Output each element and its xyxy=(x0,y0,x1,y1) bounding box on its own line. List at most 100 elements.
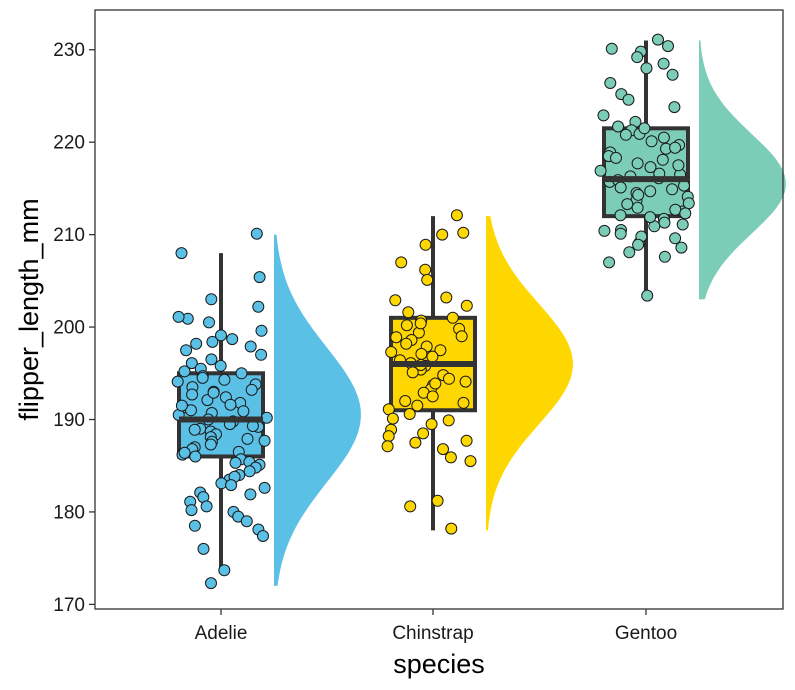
y-tick-label: 180 xyxy=(53,502,85,523)
data-point xyxy=(621,198,634,211)
data-point xyxy=(457,226,470,239)
data-point xyxy=(175,399,188,412)
density-chinstrap xyxy=(486,216,573,531)
data-point xyxy=(205,353,218,366)
data-point xyxy=(225,479,238,492)
data-point xyxy=(622,93,635,106)
data-point xyxy=(631,157,644,170)
data-point xyxy=(255,324,268,337)
data-point xyxy=(205,577,217,590)
data-point xyxy=(252,300,265,313)
data-point xyxy=(426,350,439,363)
data-point xyxy=(426,390,439,403)
data-point xyxy=(235,367,248,380)
density-adelie xyxy=(274,234,361,586)
data-point xyxy=(444,451,457,464)
data-point xyxy=(229,456,242,469)
data-point xyxy=(455,330,468,343)
data-point xyxy=(679,207,692,220)
data-point xyxy=(668,101,681,114)
data-point xyxy=(215,477,228,490)
data-point xyxy=(404,500,417,513)
y-tick-label: 220 xyxy=(53,133,85,154)
data-point xyxy=(400,319,413,332)
data-point xyxy=(605,42,618,55)
data-point xyxy=(203,316,215,329)
data-point xyxy=(186,388,199,401)
data-point xyxy=(604,77,617,89)
data-point xyxy=(255,348,268,361)
data-point xyxy=(253,271,266,284)
data-point xyxy=(614,209,627,222)
x-axis: Adelie Chinstrap Gentoo xyxy=(195,609,677,644)
data-point xyxy=(411,399,424,412)
density-gentoo xyxy=(699,40,786,300)
data-point xyxy=(188,519,201,532)
data-point xyxy=(386,412,399,425)
data-point xyxy=(445,522,458,535)
data-point xyxy=(656,153,669,166)
data-point xyxy=(631,51,644,64)
data-point xyxy=(638,122,651,135)
data-point xyxy=(178,446,191,459)
data-point xyxy=(614,181,627,194)
data-point xyxy=(612,120,625,133)
data-point xyxy=(644,161,657,174)
data-point xyxy=(206,335,219,348)
y-tick-label: 210 xyxy=(53,225,85,246)
data-point xyxy=(189,450,202,463)
data-point xyxy=(381,440,394,453)
data-point xyxy=(666,68,679,81)
data-point xyxy=(171,375,184,388)
data-point xyxy=(436,228,449,241)
data-point xyxy=(245,383,258,396)
data-point xyxy=(204,438,217,451)
data-point xyxy=(676,218,689,231)
data-point xyxy=(434,344,447,357)
data-point xyxy=(623,246,636,259)
data-point xyxy=(429,377,442,390)
data-point xyxy=(669,141,682,154)
data-point xyxy=(196,371,209,384)
data-point xyxy=(175,247,188,260)
data-point xyxy=(389,294,402,307)
data-point xyxy=(258,434,271,447)
data-point xyxy=(390,331,403,344)
data-point xyxy=(226,333,239,346)
data-point xyxy=(460,434,473,447)
data-point xyxy=(442,414,455,427)
data-point xyxy=(594,164,607,177)
y-tick-label: 200 xyxy=(53,318,85,339)
data-point xyxy=(417,427,430,440)
data-point xyxy=(666,183,679,196)
data-point xyxy=(457,396,470,409)
data-point xyxy=(658,250,671,263)
y-axis: 170 180 190 200 210 220 230 xyxy=(53,40,95,616)
data-point xyxy=(440,291,453,304)
data-layer xyxy=(171,33,786,590)
data-point xyxy=(631,201,644,214)
data-point xyxy=(652,33,664,46)
data-point xyxy=(614,227,627,240)
data-point xyxy=(632,188,645,201)
data-point xyxy=(395,256,408,269)
data-point xyxy=(399,395,412,407)
data-point xyxy=(241,432,254,445)
data-point xyxy=(419,263,432,276)
data-point xyxy=(421,273,434,286)
data-point xyxy=(244,488,257,501)
data-point xyxy=(215,329,227,342)
data-point xyxy=(197,542,210,555)
data-point xyxy=(446,311,459,324)
data-point xyxy=(464,455,477,468)
data-point xyxy=(431,494,444,507)
data-point xyxy=(641,289,654,302)
data-point xyxy=(205,293,218,306)
data-point xyxy=(218,564,231,577)
series-chinstrap xyxy=(381,209,573,535)
data-point xyxy=(675,241,688,254)
data-point xyxy=(243,465,256,478)
data-point xyxy=(382,430,395,443)
data-point xyxy=(240,515,253,528)
data-point xyxy=(460,299,473,312)
